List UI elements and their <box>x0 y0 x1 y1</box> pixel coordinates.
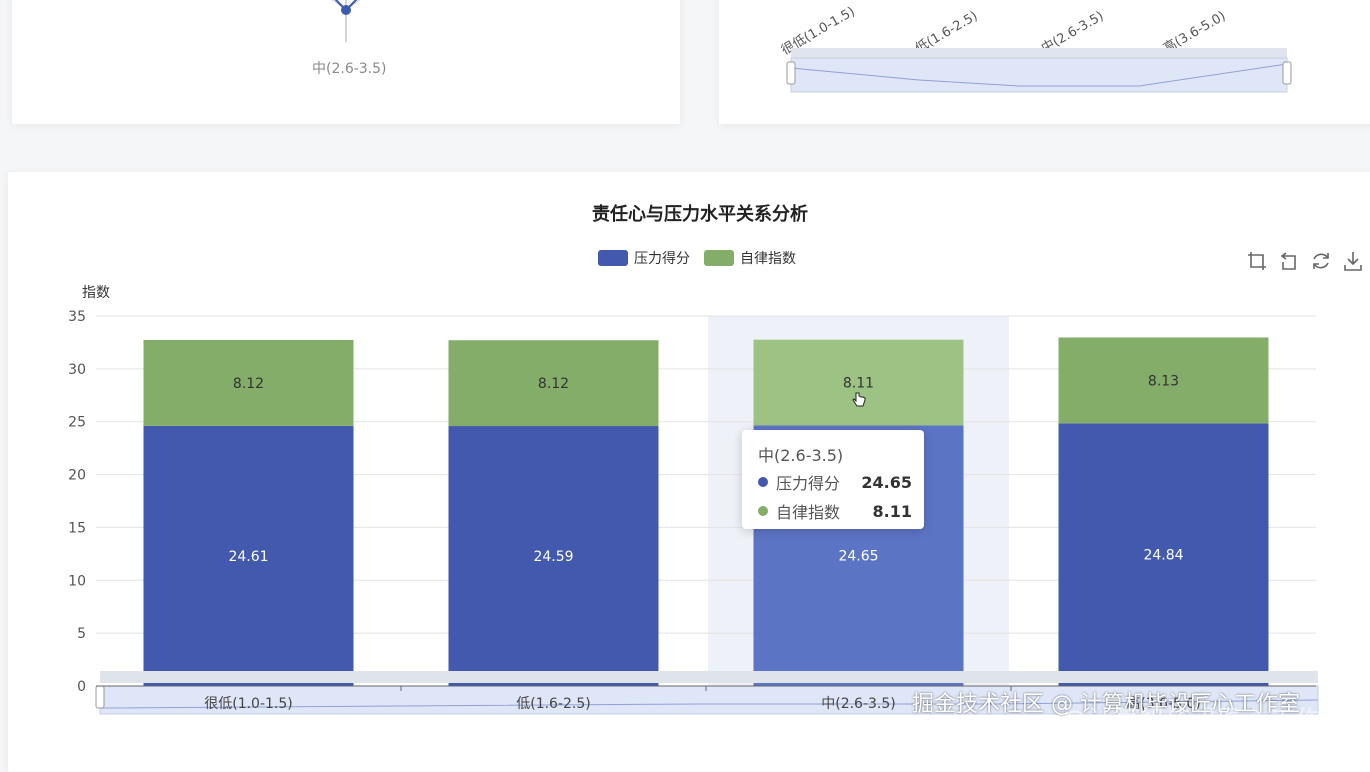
datazoom-right-handle <box>1282 61 1292 85</box>
y-axis-title: 指数 <box>82 285 110 301</box>
chart-tooltip: 中(2.6-3.5) 压力得分 24.65 自律指数 8.11 <box>742 430 924 529</box>
y-tick-label: 25 <box>68 415 86 431</box>
datazoom-track <box>99 685 1319 715</box>
top-right-chart-card: 很低(1.0-1.5) 低(1.6-2.5) 中(2.6-3.5) 高(3.6-… <box>719 0 1370 124</box>
stacked-bar-chart: 0 5 10 15 20 25 30 35 24.61 8.12 24.59 8.12 24.65 8.1… <box>68 309 1319 715</box>
y-tick-label: 0 <box>77 679 86 695</box>
bar-data-label: 8.13 <box>1148 373 1179 389</box>
tooltip-series-value: 8.11 <box>872 501 912 521</box>
hand-cursor-icon <box>852 392 866 407</box>
bar-data-label: 24.65 <box>838 549 878 565</box>
bar-pressure <box>1058 423 1269 686</box>
bar-discipline <box>448 340 659 427</box>
chart-title: 责任心与压力水平关系分析 <box>592 204 808 225</box>
csdn-brand: CSDN <box>1002 713 1054 734</box>
legend-swatch-discipline <box>704 250 734 266</box>
bar-data-label: 24.59 <box>533 549 573 565</box>
legend-item-pressure[interactable]: 压力得分 <box>598 248 690 268</box>
legend-swatch-pressure <box>598 250 628 266</box>
bar-data-label: 8.11 <box>843 376 874 392</box>
chart-legend: 压力得分 自律指数 <box>598 248 796 268</box>
y-tick-label: 30 <box>68 362 86 378</box>
radar-axis-label: 中(2.6-3.5) <box>312 61 387 77</box>
y-tick-label: 35 <box>68 309 86 325</box>
y-tick-label: 15 <box>68 520 86 536</box>
zoom-reset-icon[interactable] <box>1278 250 1300 272</box>
watermark-juejin: 掘金技术社区 @ 计算机毕设匠心工作室 <box>912 692 1300 717</box>
radar-point <box>341 5 351 15</box>
radar-chart-fragment <box>331 0 361 42</box>
bar-data-label: 24.61 <box>228 549 268 565</box>
y-tick-label: 10 <box>68 573 86 589</box>
tooltip-row-discipline: 自律指数 8.11 <box>758 499 912 523</box>
tooltip-dot <box>758 506 768 516</box>
watermark-csdn: CSDN @计算机毕设匠心工作室 <box>1002 700 1348 737</box>
x-tick-label: 中(2.6-3.5) <box>821 696 896 712</box>
datazoom-top-bar <box>100 671 1318 683</box>
download-icon[interactable] <box>1342 250 1364 272</box>
tooltip-row-pressure: 压力得分 24.65 <box>758 470 912 494</box>
x-tick-label: 很低(1.0-1.5) <box>204 696 293 712</box>
y-tick-label: 20 <box>68 468 86 484</box>
csdn-text: @计算机毕设匠心工作室 <box>1053 706 1348 736</box>
tooltip-dot <box>758 477 768 487</box>
legend-label: 压力得分 <box>634 251 690 267</box>
bar-discipline <box>143 339 354 426</box>
bar-data-label: 24.84 <box>1143 548 1183 564</box>
bar-data-label: 8.12 <box>538 376 569 392</box>
datazoom-slider[interactable] <box>719 0 1370 124</box>
datazoom-left-handle <box>786 61 796 85</box>
restore-icon[interactable] <box>1310 250 1332 272</box>
tooltip-series-name: 自律指数 <box>776 503 841 522</box>
legend-item-discipline[interactable]: 自律指数 <box>704 248 796 268</box>
bar-data-label: 8.12 <box>233 376 264 392</box>
x-tick-label: 低(1.6-2.5) <box>516 696 591 712</box>
tooltip-series-name: 压力得分 <box>776 474 841 493</box>
legend-label: 自律指数 <box>740 251 796 267</box>
x-tick-label: 高(3.6-5.0) <box>1126 695 1201 712</box>
y-tick-label: 5 <box>77 626 86 642</box>
bar-discipline <box>753 339 964 426</box>
chart-toolbox <box>1246 250 1364 272</box>
datazoom-preview-line <box>99 699 1319 709</box>
bar-discipline <box>1058 337 1269 424</box>
bar-pressure <box>448 426 659 686</box>
radar-chart-card: 中(2.6-3.5) <box>12 0 680 124</box>
zoom-icon[interactable] <box>1246 250 1268 272</box>
bar-pressure <box>143 425 354 686</box>
tooltip-series-value: 24.65 <box>861 472 912 492</box>
datazoom-left-handle <box>95 685 105 709</box>
tooltip-title: 中(2.6-3.5) <box>758 446 844 465</box>
